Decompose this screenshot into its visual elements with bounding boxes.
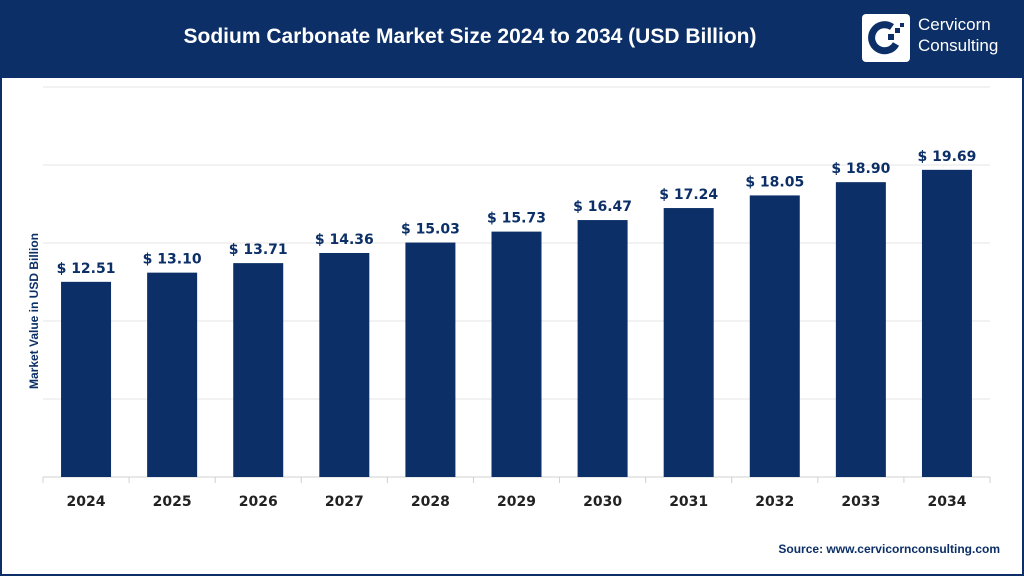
bar-2033: [835, 182, 886, 477]
bar-2030: [577, 220, 628, 477]
x-tick-label-2033: 2033: [841, 494, 880, 510]
data-label-2030: $ 16.47: [573, 199, 632, 215]
bar-2029: [491, 231, 542, 477]
bar-2027: [319, 252, 370, 477]
x-tick-label-2034: 2034: [927, 494, 966, 510]
logo-text: Cervicorn Consulting: [918, 14, 998, 56]
x-tick-label-2026: 2026: [239, 494, 278, 510]
bar-2031: [663, 208, 714, 477]
chart-title: Sodium Carbonate Market Size 2024 to 203…: [183, 25, 757, 48]
data-label-2034: $ 19.69: [918, 149, 977, 165]
y-axis-label: Market Value in USD Billion: [27, 232, 41, 390]
cervicorn-logo-icon: [862, 14, 910, 62]
bar-2026: [233, 263, 284, 477]
header-bar: Sodium Carbonate Market Size 2024 to 203…: [0, 0, 1024, 78]
bar-2034: [921, 169, 972, 477]
x-tick-label-2031: 2031: [669, 494, 708, 510]
x-tick-label-2025: 2025: [153, 494, 192, 510]
x-tick-label-2028: 2028: [411, 494, 450, 510]
data-label-2025: $ 13.10: [143, 252, 202, 268]
data-label-2026: $ 13.71: [229, 242, 288, 258]
data-label-2027: $ 14.36: [315, 232, 374, 248]
data-label-2029: $ 15.73: [487, 211, 546, 227]
x-tick-label-2032: 2032: [755, 494, 794, 510]
bar-2032: [749, 195, 800, 478]
x-tick-label-2030: 2030: [583, 494, 622, 510]
data-label-2032: $ 18.05: [745, 174, 804, 190]
logo-text-line2: Consulting: [918, 36, 999, 55]
data-label-2031: $ 17.24: [659, 187, 718, 203]
data-label-2033: $ 18.90: [831, 161, 890, 177]
data-label-2024: $ 12.51: [57, 261, 116, 277]
x-tick-label-2029: 2029: [497, 494, 536, 510]
x-tick-label-2027: 2027: [325, 494, 364, 510]
bar-2028: [405, 242, 456, 477]
bar-2025: [147, 272, 198, 477]
source-text: Source: www.cervicornconsulting.com: [778, 542, 1000, 556]
bar-2024: [61, 281, 112, 477]
x-tick-label-2024: 2024: [67, 494, 106, 510]
data-label-2028: $ 15.03: [401, 222, 460, 238]
logo-text-line1: Cervicorn: [918, 15, 991, 34]
